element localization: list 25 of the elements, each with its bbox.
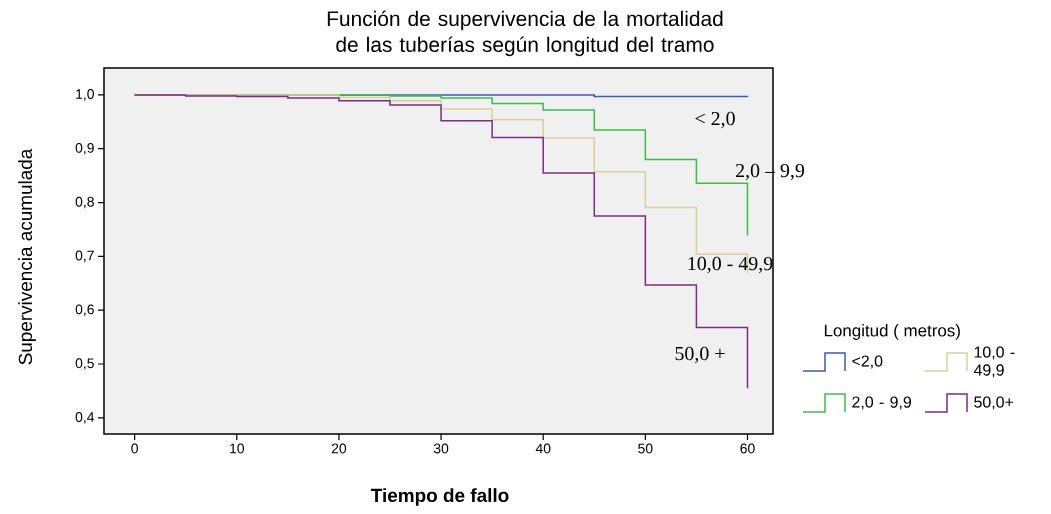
legend-label: 10,0 - 49,9: [973, 346, 1015, 378]
y-axis-title: Supervivencia acumulada: [18, 148, 36, 365]
legend-label: 2,0 - 9,9: [852, 396, 912, 410]
chart-title: Función de supervivencia de la mortalidad de las tuberías según longitud del tramo: [327, 10, 723, 57]
x-tick-label: 40: [535, 443, 551, 454]
x-tick-label: 20: [331, 443, 347, 454]
x-tick-label: 10: [230, 443, 245, 454]
x-tick-label: 60: [740, 443, 755, 454]
y-tick-label: 0,6: [75, 304, 94, 316]
y-tick-label: 0,8: [75, 196, 94, 209]
y-tick-label: 0,5: [75, 358, 94, 370]
annotation: < 2,0: [695, 111, 735, 129]
x-tick-label: 50: [638, 443, 653, 454]
annotation: 50,0 +: [675, 346, 725, 364]
x-tick-label: 0: [131, 443, 138, 454]
y-tick-label: 0,9: [75, 142, 94, 155]
y-tick-label: 0,4: [75, 412, 95, 424]
x-tick-label: 30: [433, 443, 449, 454]
y-tick-label: 0,7: [75, 250, 94, 263]
y-tick-label: 1,0: [76, 89, 94, 101]
x-axis-title: Tiempo de fallo: [370, 488, 509, 506]
legend-label: <2,0: [852, 355, 883, 369]
legend-label: 50,0+: [974, 396, 1014, 410]
legend-title: Longitud ( metros): [824, 324, 960, 340]
annotation: 2,0 – 9,9: [736, 163, 805, 181]
